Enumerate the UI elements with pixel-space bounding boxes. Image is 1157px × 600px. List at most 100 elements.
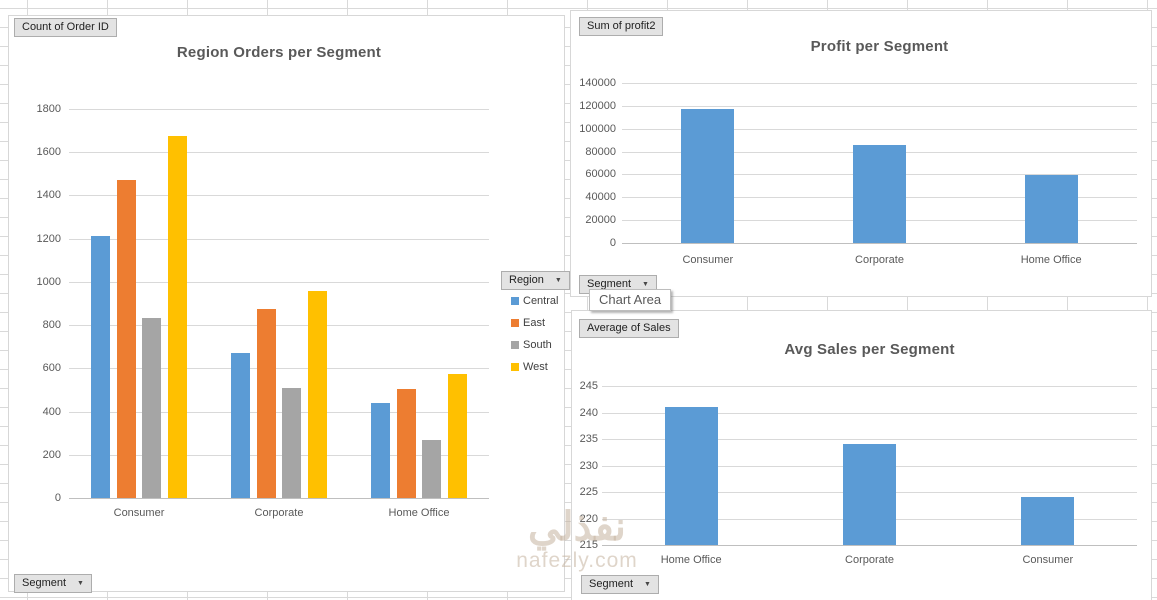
x-category-label: Home Office: [660, 554, 722, 566]
x-category-label: Home Office: [388, 507, 450, 519]
bar-east-corporate[interactable]: [256, 308, 276, 498]
bar-east-home-office[interactable]: [396, 389, 416, 498]
east-swatch-icon: [511, 319, 519, 327]
bar-east-consumer[interactable]: [116, 180, 136, 498]
plot-area: [602, 386, 1137, 546]
bar-west-home-office[interactable]: [447, 374, 467, 498]
value-field-button-average-of-sales[interactable]: Average of Sales: [579, 319, 679, 338]
y-tick-label: 230: [579, 459, 598, 472]
axis-field-label: Segment: [587, 278, 632, 290]
gridline: [602, 439, 1137, 440]
chevron-down-icon: ▼: [642, 280, 649, 288]
bar-south-corporate[interactable]: [282, 387, 302, 498]
legend-label: West: [523, 361, 548, 373]
y-tick-label: 1400: [36, 189, 61, 202]
y-tick-label: 120000: [579, 99, 616, 112]
gridline: [69, 454, 489, 456]
y-tick-label: 60000: [585, 168, 616, 181]
chevron-down-icon: ▼: [554, 276, 562, 284]
chart-title: Avg Sales per Segment: [784, 341, 955, 358]
legend-item-central[interactable]: Central: [511, 294, 570, 308]
axis-field-button-segment[interactable]: Segment ▼: [581, 575, 659, 594]
bar-west-consumer[interactable]: [167, 136, 187, 498]
y-tick-label: 215: [579, 539, 598, 551]
bar-sum-of-profit2-corporate[interactable]: [853, 144, 906, 243]
legend-items: Central East South West: [501, 294, 570, 374]
legend-item-west[interactable]: West: [511, 360, 570, 374]
x-axis-line: [622, 243, 1137, 244]
pivot-chart-region-orders[interactable]: Count of Order ID Region Orders per Segm…: [8, 15, 570, 593]
legend-item-east[interactable]: East: [511, 316, 570, 330]
chevron-down-icon: ▼: [77, 579, 84, 587]
bar-central-home-office[interactable]: [371, 403, 391, 498]
axis-field-button-segment[interactable]: Segment ▼: [14, 574, 92, 593]
x-category-label: Consumer: [113, 507, 165, 519]
value-field-button-sum-of-profit2[interactable]: Sum of profit2: [579, 17, 664, 36]
legend-field-label: Region: [509, 274, 544, 286]
x-category-label: Consumer: [682, 254, 734, 266]
y-tick-label: 225: [579, 486, 598, 498]
pivot-chart-avg-sales[interactable]: Average of Sales Avg Sales per Segment S…: [571, 310, 1152, 600]
axis-field-label: Segment: [589, 578, 634, 590]
x-category-label: Corporate: [254, 507, 304, 519]
x-category-label: Corporate: [845, 554, 894, 566]
bar-central-consumer[interactable]: [91, 236, 111, 498]
y-tick-label: 220: [579, 512, 598, 525]
west-swatch-icon: [511, 363, 519, 371]
y-tick-label: 100000: [579, 122, 616, 135]
bar-west-corporate[interactable]: [307, 290, 327, 498]
x-category-label: Consumer: [1022, 554, 1074, 566]
gridline: [69, 195, 489, 197]
legend-label: South: [523, 339, 552, 351]
value-field-button-count-of-order-id[interactable]: Count of Order ID: [14, 18, 117, 37]
gridline: [69, 152, 489, 154]
gridline: [69, 411, 489, 413]
chart-title: Region Orders per Segment: [176, 44, 382, 61]
y-tick-label: 235: [579, 433, 598, 445]
legend-item-south[interactable]: South: [511, 338, 570, 352]
gridline: [622, 105, 1137, 107]
bar-south-home-office[interactable]: [422, 439, 442, 498]
gridline: [602, 412, 1137, 414]
y-tick-label: 40000: [585, 191, 616, 204]
axis-field-label: Segment: [22, 577, 67, 589]
y-tick-label: 240: [579, 406, 598, 419]
bar-average-of-sales-consumer[interactable]: [1021, 497, 1075, 545]
x-category-label: Home Office: [1020, 254, 1082, 266]
central-swatch-icon: [511, 297, 519, 305]
gridline: [69, 325, 489, 327]
bar-sum-of-profit2-consumer[interactable]: [681, 109, 735, 243]
gridline: [69, 109, 489, 110]
chart-area-tooltip: Chart Area: [589, 289, 672, 311]
x-axis-line: [602, 545, 1137, 546]
bar-central-corporate[interactable]: [231, 352, 251, 498]
y-tick-label: 0: [54, 492, 61, 504]
legend-field-button-region[interactable]: Region ▼: [501, 271, 570, 290]
pivot-chart-profit[interactable]: Sum of profit2 Profit per Segment Segmen…: [570, 10, 1152, 297]
plot-area: [622, 83, 1137, 244]
bar-south-consumer[interactable]: [142, 317, 162, 498]
x-axis-line: [69, 498, 489, 499]
gridline: [69, 281, 489, 283]
plot-area: [69, 109, 489, 499]
legend-label: East: [523, 317, 546, 329]
y-tick-label: 1600: [36, 146, 61, 159]
bar-average-of-sales-corporate[interactable]: [843, 444, 896, 545]
y-tick-label: 20000: [585, 214, 616, 227]
gridline: [69, 368, 489, 370]
gridline: [69, 238, 489, 240]
y-tick-label: 400: [42, 405, 61, 418]
y-tick-label: 245: [579, 380, 598, 392]
legend: Region ▼ Central East South West: [501, 270, 570, 382]
y-tick-label: 0: [609, 237, 616, 249]
legend-label: Central: [523, 295, 559, 307]
gridline: [622, 83, 1137, 84]
bar-average-of-sales-home-office[interactable]: [664, 407, 718, 545]
y-tick-label: 800: [42, 319, 61, 332]
y-tick-label: 1200: [36, 232, 61, 245]
chevron-down-icon: ▼: [644, 580, 651, 588]
y-tick-label: 1000: [36, 275, 61, 288]
bar-sum-of-profit2-home-office[interactable]: [1024, 175, 1078, 243]
y-tick-label: 1800: [36, 103, 61, 115]
